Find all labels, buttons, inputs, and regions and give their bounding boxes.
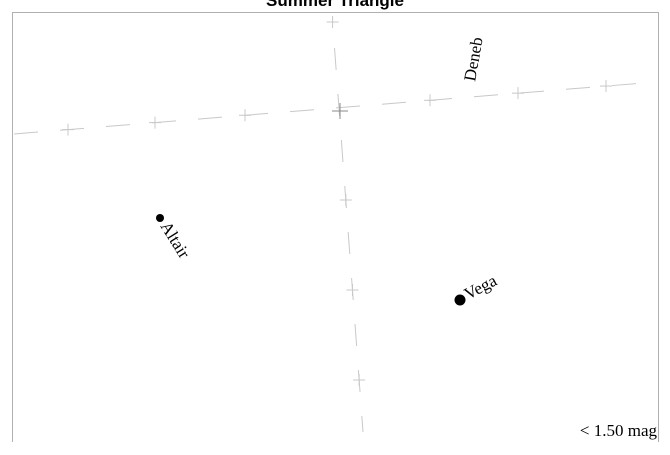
star-label-vega: Vega (461, 271, 500, 304)
star-altair: Altair (156, 214, 194, 262)
grid-line-segment (340, 139, 344, 163)
star-label-altair: Altair (157, 218, 194, 262)
grid-line-segment (565, 86, 591, 90)
star-marker-vega (454, 294, 466, 306)
grid-line-segment (337, 93, 341, 117)
magnitude-limit-label: < 1.50 mag (579, 421, 657, 440)
grid-line-segment (289, 109, 315, 113)
star-label-deneb: Deneb (460, 36, 486, 83)
grid-line-segment (354, 323, 358, 347)
grid-line-segment (473, 94, 499, 98)
star-marker-altair (156, 214, 164, 222)
coordinate-grid (13, 16, 637, 433)
chart-title: Summer Triangle (266, 0, 404, 10)
star-map (12, 12, 659, 442)
grid-line-segment (334, 47, 337, 71)
star-deneb: Deneb (460, 36, 486, 83)
star-vega: Vega (454, 271, 500, 306)
grid-line-segment (611, 83, 637, 87)
grid-line-segment (105, 124, 131, 128)
grid-line-segment (381, 101, 407, 105)
grid-line-segment (347, 231, 351, 255)
grid-line-segment (361, 415, 364, 433)
grid-line-segment (13, 131, 39, 135)
grid-line-segment (197, 116, 223, 120)
